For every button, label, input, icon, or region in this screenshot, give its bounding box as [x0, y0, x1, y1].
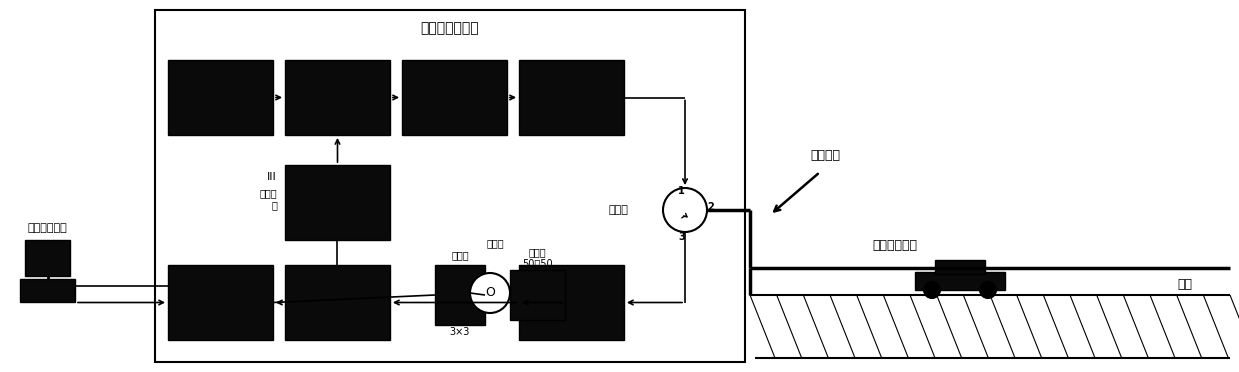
Text: 触发脉: 触发脉	[259, 188, 278, 198]
Circle shape	[980, 282, 996, 298]
Bar	[510, 270, 565, 320]
Text: 干涉为: 干涉为	[486, 238, 504, 248]
Bar	[435, 265, 484, 325]
Bar	[285, 165, 390, 240]
Bar	[169, 265, 273, 340]
Text: 耦合器: 耦合器	[451, 250, 468, 260]
Text: 信号处理主机: 信号处理主机	[27, 223, 67, 233]
Circle shape	[924, 282, 940, 298]
Bar	[401, 60, 507, 135]
Circle shape	[663, 188, 707, 232]
Text: O: O	[484, 286, 494, 299]
Text: 3: 3	[679, 232, 685, 242]
Bar	[519, 265, 624, 340]
Bar	[169, 60, 273, 135]
Bar	[155, 10, 745, 362]
Text: III: III	[268, 172, 278, 182]
Bar	[285, 265, 390, 340]
Text: 50：50: 50：50	[522, 258, 553, 268]
Text: 1: 1	[678, 186, 684, 196]
Text: 探测光缆: 探测光缆	[810, 148, 840, 161]
Text: 路面行驶车辆: 路面行驶车辆	[872, 238, 918, 251]
Text: 光信号解调设备: 光信号解调设备	[421, 21, 479, 35]
Bar	[285, 60, 390, 135]
Bar	[935, 260, 985, 274]
Circle shape	[470, 273, 510, 313]
Bar	[25, 240, 69, 276]
Bar	[519, 60, 624, 135]
Text: 3×3: 3×3	[450, 327, 470, 337]
Text: 冲: 冲	[271, 200, 278, 210]
Bar	[20, 279, 76, 302]
Text: 路面: 路面	[1177, 279, 1192, 292]
Text: 环形器: 环形器	[608, 205, 628, 215]
Bar	[914, 272, 1005, 290]
Text: 2: 2	[707, 202, 715, 212]
Text: 耦合器: 耦合器	[529, 247, 546, 257]
